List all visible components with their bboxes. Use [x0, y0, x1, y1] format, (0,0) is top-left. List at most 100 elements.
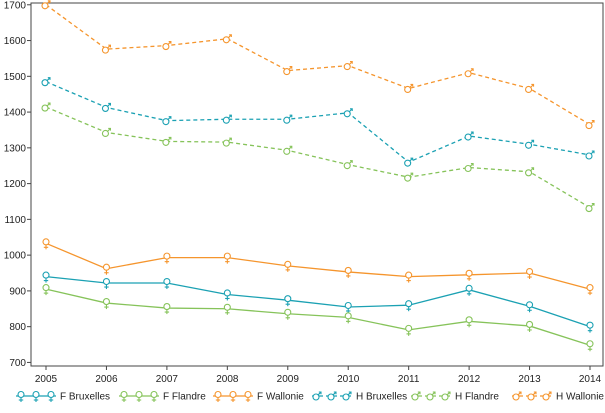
legend-item-h-bruxelles: H Bruxelles — [312, 391, 407, 403]
data-point-f-wallonie-ring — [586, 284, 594, 292]
data-point-h-wallonie-arrow — [410, 83, 414, 87]
legend-item-h-flandre: H Flandre — [411, 391, 499, 403]
data-point-f-flandre — [526, 320, 534, 332]
data-point-f-wallonie-ring — [526, 267, 534, 276]
data-point-f-bruxelles-ring — [465, 284, 473, 292]
data-point-h-wallonie-ring — [404, 85, 412, 94]
series-line-f-flandre — [45, 288, 591, 346]
legend-marker-ring — [327, 393, 335, 401]
data-point-f-flandre — [465, 316, 473, 328]
legend-item-f-bruxelles: F Bruxelles — [16, 390, 110, 403]
legend-marker — [214, 390, 222, 402]
data-point-f-flandre-ring — [223, 303, 231, 311]
data-point-h-bruxelles-ring — [464, 133, 472, 141]
data-point-f-flandre-ring — [405, 324, 413, 332]
data-point-h-wallonie — [585, 120, 595, 130]
data-point-f-flandre — [344, 312, 352, 324]
data-point-f-flandre-ring — [344, 312, 352, 320]
data-point-f-flandre — [405, 324, 413, 336]
legend-marker-ring — [244, 390, 252, 399]
legend-marker-ring — [32, 390, 40, 399]
data-point-h-flandre-ring — [41, 104, 49, 112]
data-point-h-flandre — [283, 145, 293, 155]
legend-label: H Flandre — [455, 392, 499, 403]
data-point-h-flandre-ring — [283, 147, 291, 155]
legend-marker — [32, 390, 40, 402]
data-point-h-wallonie-ring — [343, 63, 351, 71]
data-point-f-wallonie — [526, 267, 534, 280]
legend-item-f-wallonie: F Wallonie — [213, 390, 304, 403]
legend-label: F Bruxelles — [60, 392, 110, 403]
legend-marker — [47, 390, 55, 402]
data-point-h-flandre-ring — [525, 169, 533, 177]
data-point-h-wallonie-arrow — [591, 120, 595, 123]
data-point-f-bruxelles — [344, 301, 352, 313]
legend-marker — [229, 390, 237, 402]
data-point-h-bruxelles-ring — [585, 152, 593, 160]
data-point-h-flandre-ring — [101, 129, 109, 138]
legend-marker-arrow — [533, 391, 537, 395]
legend-item-h-wallonie: H Wallonie — [512, 391, 604, 403]
legend-marker — [312, 391, 322, 401]
data-point-h-bruxelles-arrow — [289, 114, 293, 118]
data-point-f-wallonie-ring — [223, 252, 231, 260]
data-point-f-bruxelles — [405, 300, 413, 312]
y-tick-label: 900 — [9, 286, 26, 297]
data-point-h-bruxelles — [222, 114, 232, 124]
legend-marker — [441, 391, 451, 401]
legend-marker-ring — [17, 390, 25, 399]
x-tick-label: 2009 — [277, 374, 300, 385]
y-tick-label: 1500 — [4, 72, 27, 83]
data-point-h-flandre-ring — [162, 138, 170, 146]
data-point-h-wallonie — [101, 44, 111, 54]
y-tick-label: 1100 — [4, 215, 26, 226]
data-point-f-bruxelles-ring — [586, 321, 594, 329]
plot-area: 700 800 900 1000 1100 1200 1300 1400 1500 1600 170… — [4, 0, 604, 385]
data-point-h-bruxelles — [41, 77, 51, 87]
legend-marker-arrow — [318, 391, 322, 395]
data-point-h-wallonie-arrow — [229, 34, 232, 37]
legend-marker-arrow — [417, 391, 421, 395]
data-point-h-bruxelles-arrow — [229, 114, 232, 118]
data-point-h-flandre-ring — [343, 162, 351, 170]
legend-marker-ring — [150, 390, 158, 399]
plot-frame — [30, 2, 604, 367]
data-point-f-wallonie-ring — [42, 238, 50, 246]
data-point-f-flandre-ring — [526, 320, 534, 328]
legend-marker-ring — [214, 390, 222, 399]
data-point-f-bruxelles — [586, 321, 594, 333]
data-point-f-flandre-ring — [102, 298, 110, 306]
data-point-f-flandre — [586, 340, 594, 352]
legend-marker — [135, 390, 143, 402]
legend-marker — [244, 390, 252, 402]
legend-marker — [512, 391, 522, 401]
legend-marker — [150, 390, 158, 402]
data-point-f-flandre — [163, 303, 171, 315]
legend-label: F Wallonie — [257, 392, 304, 403]
data-point-f-bruxelles — [163, 277, 171, 290]
data-point-h-flandre-arrow — [168, 136, 172, 140]
data-point-h-wallonie — [222, 34, 232, 44]
data-point-h-bruxelles-arrow — [531, 139, 535, 143]
x-tick-label: 2013 — [518, 374, 541, 385]
data-point-h-bruxelles-ring — [101, 104, 109, 112]
data-point-f-wallonie-ring — [163, 252, 171, 260]
data-point-h-wallonie-ring — [41, 2, 49, 10]
data-point-h-flandre-ring — [464, 164, 472, 173]
data-point-f-bruxelles-ring — [42, 271, 50, 279]
data-point-f-flandre — [223, 303, 231, 315]
data-point-h-bruxelles — [101, 102, 111, 112]
data-point-h-flandre-arrow — [350, 160, 353, 163]
data-point-h-bruxelles-ring — [343, 110, 351, 118]
data-point-h-bruxelles — [343, 108, 353, 118]
data-point-h-wallonie-arrow — [47, 0, 51, 3]
legend-marker-ring — [426, 393, 434, 401]
data-point-f-flandre — [42, 284, 50, 296]
data-point-f-flandre — [102, 298, 110, 310]
data-point-f-bruxelles — [42, 271, 50, 283]
y-tick-label: 1700 — [4, 0, 27, 11]
data-point-h-flandre — [343, 160, 353, 170]
x-tick-label: 2010 — [337, 374, 360, 385]
data-point-h-bruxelles-ring — [525, 141, 533, 149]
data-point-h-flandre — [222, 137, 232, 147]
